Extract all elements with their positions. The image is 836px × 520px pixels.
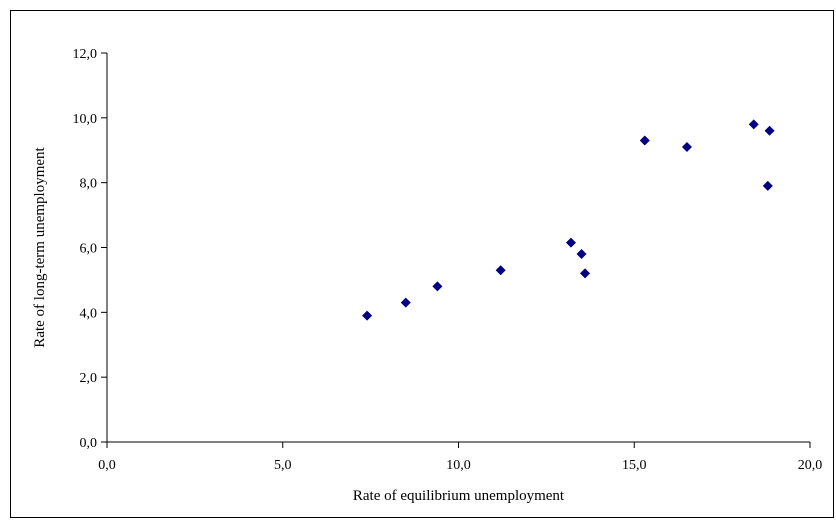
axes [106,53,810,443]
scatter-point [565,237,576,248]
y-tick-label: 6,0 [80,242,98,257]
ticks: 0,0 2,0 4,0 6,0 8,0 10,0 12,0 0,0 5,0 10,0 15,0 20,… [73,47,823,473]
y-tick-label: 10,0 [73,112,98,127]
x-axis-title: Rate of equilibrium unemployment [353,488,565,504]
scatter-point [580,268,591,279]
y-axis-title: Rate of long-term unemployment [32,146,48,347]
x-tick-label: 10,0 [446,458,471,473]
scatter-point [432,281,443,292]
scatter-point [764,125,775,136]
y-tick-label: 8,0 [80,177,98,192]
scatter-point [681,142,692,153]
x-tick-label: 15,0 [622,458,647,473]
scatter-point [400,297,411,308]
y-tick-label: 0,0 [80,436,98,451]
chart-frame [10,10,834,518]
x-tick-label: 20,0 [798,458,823,473]
scatter-point [762,180,773,191]
scatter-point [495,265,506,276]
y-tick-label: 12,0 [73,47,98,62]
y-tick-label: 2,0 [80,371,98,386]
scatter-point [748,119,759,130]
y-tick-label: 4,0 [80,306,98,321]
x-tick-label: 0,0 [98,458,116,473]
scatter-point [576,248,587,259]
scatter-point [639,135,650,146]
data-points [362,119,775,321]
x-tick-label: 5,0 [274,458,292,473]
scatter-point [362,310,373,321]
